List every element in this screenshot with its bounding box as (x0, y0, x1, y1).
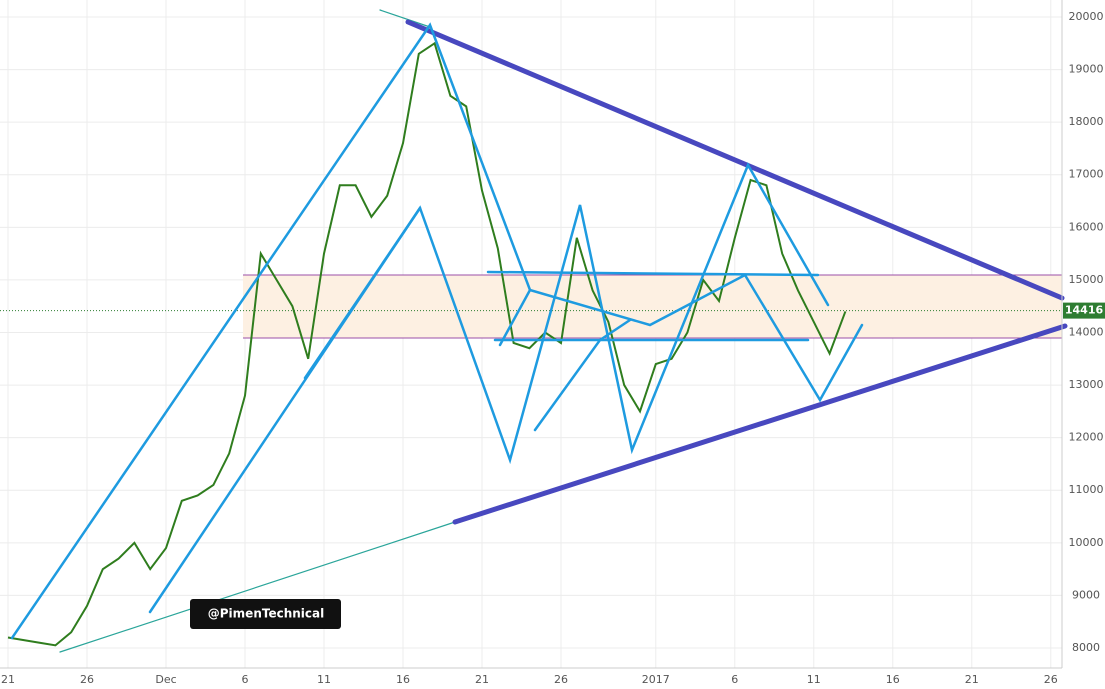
channel-line (10, 22, 532, 640)
y-tick-label: 13000 (1069, 378, 1104, 391)
x-tick-label: 26 (80, 673, 94, 686)
y-tick-label: 15000 (1069, 273, 1104, 286)
series-layer (0, 41, 1062, 647)
y-tick-label: 16000 (1069, 220, 1104, 233)
x-tick-label: 16 (886, 673, 900, 686)
y-tick-label: 20000 (1069, 10, 1104, 23)
range-zone (243, 275, 1062, 338)
trendline (379, 9, 431, 28)
channel-line (303, 206, 422, 380)
y-tick-label: 19000 (1069, 63, 1104, 76)
y-tick-label: 18000 (1069, 115, 1104, 128)
watermark: @PimenTechnical (208, 607, 324, 621)
y-tick-label: 8000 (1072, 641, 1100, 654)
price-line (7, 41, 847, 647)
trendlines (10, 9, 1068, 653)
upper-trendline (405, 19, 1065, 301)
x-tick-label: Dec (155, 673, 176, 686)
y-tick-label: 12000 (1069, 431, 1104, 444)
x-tick-label: 11 (807, 673, 821, 686)
y-tick-label: 14000 (1069, 325, 1104, 338)
x-tick-label: 26 (554, 673, 568, 686)
x-tick-label: 11 (317, 673, 331, 686)
x-tick-label: 16 (396, 673, 410, 686)
x-tick-label: 6 (242, 673, 249, 686)
x-tick-label: 21 (475, 673, 489, 686)
trendline (59, 521, 456, 653)
watermark-box (190, 599, 341, 629)
x-tick-label: 2017 (642, 673, 670, 686)
last-price-label: 14416 (1065, 304, 1104, 317)
horizontal-line (486, 270, 820, 277)
x-tick-label: 21 (965, 673, 979, 686)
lower-trendline (452, 323, 1068, 525)
y-tick-label: 17000 (1069, 168, 1104, 181)
x-tick-label: 26 (1044, 673, 1058, 686)
last-price-tag (1063, 302, 1105, 319)
x-tick-label: 21 (1, 673, 15, 686)
y-tick-label: 11000 (1069, 483, 1104, 496)
y-tick-label: 10000 (1069, 536, 1104, 549)
x-tick-label: 6 (731, 673, 738, 686)
zigzag-line (498, 273, 864, 403)
axes: 8000 9000 10000 11000 12000 13000 14000 15000 16… (1, 10, 1105, 686)
y-tick-label: 9000 (1072, 588, 1100, 601)
